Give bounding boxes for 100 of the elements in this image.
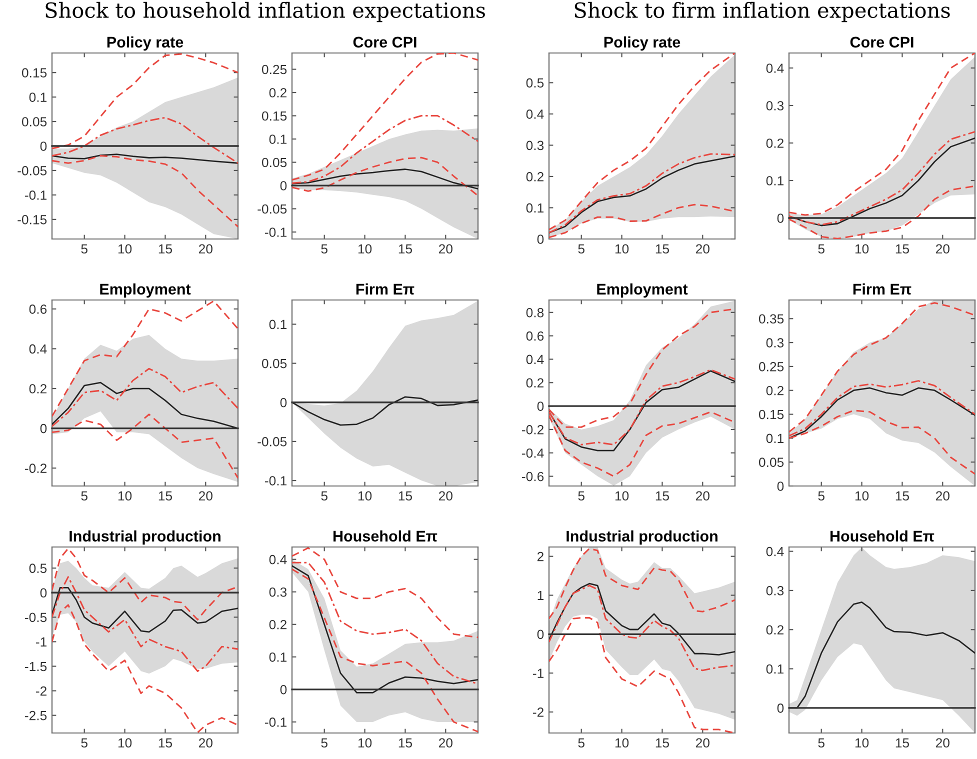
chart-title: Firm Eπ xyxy=(356,283,414,295)
line-series xyxy=(52,382,238,430)
y-tick-label: 0.3 xyxy=(766,586,784,596)
x-tick-label: 20 xyxy=(936,738,950,748)
y-tick-label: 0 xyxy=(537,630,544,640)
y-tick-label: -0.1 xyxy=(264,718,286,727)
y-tick-label: 0 xyxy=(280,398,287,408)
y-tick-label: -0.05 xyxy=(258,437,287,446)
y-tick-label: 0.4 xyxy=(526,354,544,364)
y-tick-label: -1 xyxy=(36,637,46,646)
x-tick-label: 15 xyxy=(656,491,670,501)
y-tick-label: 0 xyxy=(280,181,287,190)
line-series xyxy=(52,116,238,164)
y-tick-label: 0.4 xyxy=(29,344,47,354)
y-tick-label: 0 xyxy=(537,402,544,411)
y-tick-label: 0.15 xyxy=(758,410,784,420)
y-tick-label: 2 xyxy=(537,552,544,562)
y-tick-label: 0.1 xyxy=(766,176,784,186)
chart-title: Industrial production xyxy=(70,530,220,545)
y-tick-label: 0.15 xyxy=(22,68,47,78)
y-tick-label: 0.8 xyxy=(526,308,544,318)
y-tick-label: 0.4 xyxy=(766,64,784,73)
x-tick-label: 15 xyxy=(896,244,910,254)
y-tick-label: -1.5 xyxy=(24,662,47,672)
y-tick-label: -0.2 xyxy=(522,425,544,434)
y-tick-label: 0.3 xyxy=(766,338,784,348)
line-series xyxy=(52,368,238,428)
y-tick-label: 0.05 xyxy=(758,458,784,468)
y-tick-label: 0 xyxy=(777,482,784,491)
y-tick-label: 0 xyxy=(40,142,47,151)
y-tick-label: 0.5 xyxy=(526,78,544,88)
y-tick-label: 0 xyxy=(40,424,47,434)
y-tick-label: 0.2 xyxy=(526,378,544,388)
line-series xyxy=(789,302,975,433)
y-tick-label: 0.35 xyxy=(758,314,784,324)
chart-title: Policy rate xyxy=(604,36,680,51)
line-series xyxy=(789,387,975,439)
x-tick-label: 5 xyxy=(818,491,824,501)
y-tick-label: 0.2 xyxy=(269,88,286,98)
x-tick-label: 20 xyxy=(438,244,452,254)
y-tick-label: 0.3 xyxy=(526,140,544,150)
y-tick-label: -0.1 xyxy=(264,228,286,237)
line-series xyxy=(52,587,238,633)
y-tick-label: 0.1 xyxy=(766,434,784,444)
x-tick-label: 10 xyxy=(855,244,869,254)
y-tick-label: 0.25 xyxy=(758,362,784,372)
x-tick-label: 5 xyxy=(321,738,328,748)
y-tick-label: 0 xyxy=(777,214,784,223)
y-tick-label: 0.4 xyxy=(269,554,287,564)
y-tick-label: -0.4 xyxy=(522,448,544,458)
chart-title: Industrial production xyxy=(566,530,718,545)
line-series xyxy=(292,168,478,190)
x-tick-label: 15 xyxy=(158,244,172,254)
y-tick-label: 0.4 xyxy=(766,546,784,556)
x-tick-label: 10 xyxy=(118,244,132,254)
y-tick-label: 0.2 xyxy=(766,138,784,148)
y-tick-label: 0.1 xyxy=(269,134,286,144)
x-tick-label: 10 xyxy=(358,738,372,748)
line-series xyxy=(52,576,238,672)
line-series xyxy=(52,414,238,479)
y-tick-label: -2.5 xyxy=(24,710,47,720)
x-tick-label: 5 xyxy=(818,244,824,254)
y-tick-label: 0.3 xyxy=(766,101,784,110)
y-tick-label: -0.1 xyxy=(24,190,46,200)
y-tick-label: -2 xyxy=(36,686,46,696)
y-tick-label: 0 xyxy=(40,588,47,598)
line-series xyxy=(292,156,478,197)
line-series xyxy=(549,582,735,656)
x-tick-label: 20 xyxy=(936,244,950,254)
x-tick-label: 20 xyxy=(936,491,950,501)
y-tick-label: 0.05 xyxy=(22,117,47,126)
y-tick-label: 0.2 xyxy=(766,386,784,396)
x-tick-label: 20 xyxy=(198,244,212,254)
x-tick-label: 20 xyxy=(438,738,452,748)
chart-title: Household Eπ xyxy=(830,530,934,542)
x-tick-label: 15 xyxy=(158,491,172,501)
x-tick-label: 15 xyxy=(158,738,172,748)
x-tick-label: 15 xyxy=(398,244,412,254)
y-tick-label: 0.1 xyxy=(526,203,544,213)
x-tick-label: 10 xyxy=(118,738,132,748)
x-tick-label: 20 xyxy=(696,738,710,748)
y-tick-label: -0.2 xyxy=(24,464,46,474)
x-tick-label: 10 xyxy=(118,491,132,501)
y-tick-label: 0.2 xyxy=(766,625,784,635)
x-tick-label: 5 xyxy=(321,244,328,254)
y-tick-label: 0.6 xyxy=(29,304,47,314)
y-tick-label: 0 xyxy=(777,704,784,713)
x-tick-label: 5 xyxy=(81,244,88,254)
y-tick-label: 0.6 xyxy=(526,331,544,341)
chart-title: Employment xyxy=(597,283,688,298)
x-tick-label: 15 xyxy=(656,738,670,748)
y-tick-label: -0.05 xyxy=(258,204,287,214)
x-tick-label: 5 xyxy=(578,244,584,254)
x-tick-label: 15 xyxy=(896,738,910,748)
y-tick-label: 0.2 xyxy=(526,172,544,182)
x-tick-label: 15 xyxy=(398,738,412,748)
x-tick-label: 5 xyxy=(321,491,328,501)
y-tick-label: 0 xyxy=(537,234,544,244)
chart-title: Employment xyxy=(100,283,191,298)
chart-title: Firm Eπ xyxy=(853,283,912,295)
